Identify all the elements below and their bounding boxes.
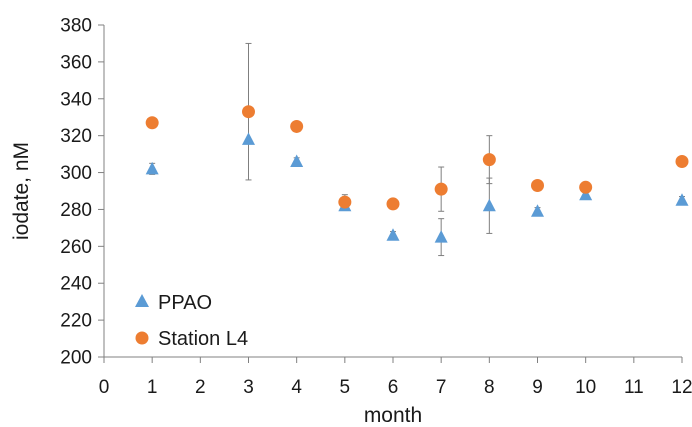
legend-entry-ppao: PPAO	[135, 292, 212, 314]
data-point-ppao	[290, 154, 304, 167]
x-tick-label: 3	[243, 377, 254, 398]
data-point-station-l4	[675, 154, 689, 168]
x-tick-label: 6	[388, 377, 399, 398]
data-point-station-l4	[242, 105, 255, 119]
x-tick-label: 0	[99, 377, 110, 398]
data-point-station-l4	[338, 195, 352, 209]
y-axis-ticks: 200 220 240 260 280 300 320 340 360 380	[60, 16, 104, 369]
x-tick-label: 4	[291, 377, 302, 398]
data-point-station-l4	[145, 116, 159, 130]
x-tick-label: 9	[532, 377, 543, 398]
x-tick-label: 12	[671, 377, 692, 398]
y-axis-title: iodate, nM	[10, 142, 33, 240]
x-axis-title: month	[364, 404, 422, 427]
data-point-ppao	[386, 228, 400, 241]
data-point-station-l4	[579, 180, 593, 194]
data-point-station-l4	[531, 178, 544, 192]
x-axis-ticks: 0 1 2 3 4 5 6 7 8 9 10 11 12	[99, 357, 692, 398]
x-tick-label: 8	[484, 377, 495, 398]
x-tick-label: 7	[436, 377, 447, 398]
legend-marker-station-l4	[135, 331, 149, 345]
y-tick-label: 360	[60, 52, 92, 73]
x-tick-label: 2	[195, 377, 206, 398]
data-point-ppao	[675, 193, 689, 206]
x-tick-label: 11	[624, 377, 644, 398]
data-point-ppao	[579, 187, 593, 201]
y-tick-label: 200	[60, 348, 92, 369]
legend-entry-station-l4: Station L4	[135, 328, 248, 350]
data-point-station-l4	[482, 153, 496, 167]
y-tick-label: 380	[60, 16, 92, 37]
y-tick-label: 320	[60, 126, 92, 147]
y-tick-label: 240	[60, 274, 92, 295]
data-point-ppao	[531, 204, 544, 217]
y-tick-label: 280	[60, 200, 92, 221]
y-tick-label: 300	[60, 163, 92, 184]
data-point-ppao	[434, 230, 448, 243]
legend: PPAO Station L4	[135, 292, 248, 350]
data-point-ppao	[482, 198, 496, 212]
legend-label-ppao: PPAO	[158, 292, 212, 314]
data-markers	[145, 105, 689, 243]
data-point-ppao	[145, 161, 159, 175]
legend-label-station-l4: Station L4	[158, 328, 248, 350]
data-point-station-l4	[386, 197, 400, 211]
data-point-station-l4	[290, 119, 304, 133]
x-tick-label: 1	[147, 377, 158, 398]
y-tick-label: 220	[60, 311, 92, 332]
x-tick-label: 10	[575, 377, 596, 398]
y-tick-label: 340	[60, 89, 92, 110]
legend-marker-ppao	[135, 294, 149, 307]
error-bars	[149, 42, 685, 257]
data-point-ppao	[242, 132, 255, 145]
x-tick-label: 5	[340, 377, 351, 398]
data-point-station-l4	[434, 182, 448, 196]
y-tick-label: 260	[60, 237, 92, 258]
